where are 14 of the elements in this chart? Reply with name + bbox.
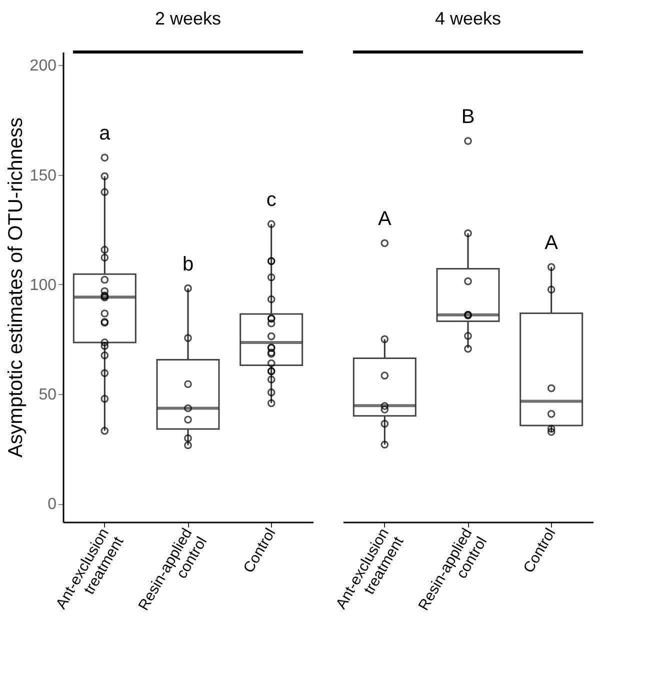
y-tick-label: 100 [30, 276, 57, 294]
annotation: B [461, 106, 475, 128]
y-axis-title: Asymptotic estimates of OTU-richness [4, 117, 27, 458]
y-tick-label: 150 [30, 167, 57, 184]
y-tick-label: 200 [30, 58, 57, 75]
annotation: b [182, 253, 194, 276]
annotation: A [544, 232, 559, 254]
chart-title: 4 weeks [434, 8, 502, 28]
y-tick-label: 0 [48, 496, 57, 514]
chart-title: 2 weeks [154, 8, 222, 28]
y-tick-label: 50 [38, 386, 57, 404]
annotation: c [266, 189, 276, 212]
annotation: A [378, 208, 392, 230]
annotation: a [99, 122, 112, 145]
